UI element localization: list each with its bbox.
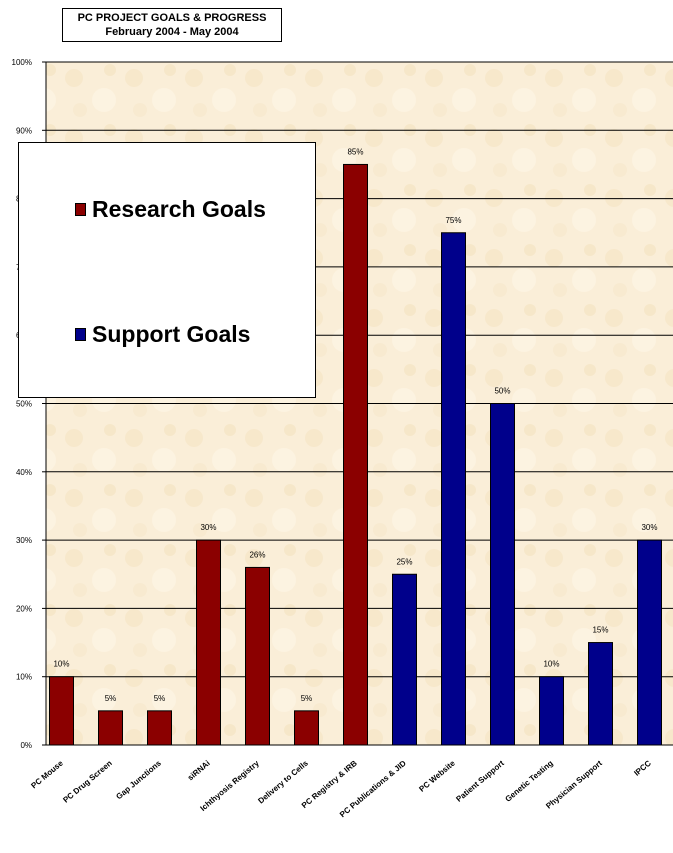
x-tick-label: siRNAi (186, 759, 212, 783)
bar (147, 710, 172, 746)
x-tick-label: IPCC (632, 759, 653, 778)
legend-item-support: Support Goals (75, 321, 250, 348)
bar-value-label: 30% (200, 523, 216, 532)
bar (441, 232, 466, 746)
bar (588, 642, 613, 746)
legend: Research Goals Support Goals (18, 142, 316, 398)
bar-value-label: 50% (494, 387, 510, 396)
y-tick-label: 30% (16, 536, 32, 545)
bar-value-label: 5% (154, 694, 166, 703)
bars (49, 163, 662, 746)
x-tick-label: PC Drug Screen (61, 759, 114, 805)
bar-value-label: 75% (445, 216, 461, 225)
y-tick-label: 10% (16, 673, 32, 682)
bar (196, 539, 221, 746)
y-tick-label: 50% (16, 400, 32, 409)
bar-value-label: 85% (347, 147, 363, 156)
x-tick-label: Patient Support (454, 758, 506, 803)
legend-label-support: Support Goals (92, 321, 251, 347)
bar-value-label: 10% (543, 660, 559, 669)
bar (49, 676, 74, 746)
bar (490, 403, 515, 746)
bar (392, 573, 417, 746)
y-tick-label: 40% (16, 468, 32, 477)
chart-subtitle: February 2004 - May 2004 (105, 26, 239, 38)
bar (539, 676, 564, 746)
bar (343, 163, 368, 746)
bar-value-label: 26% (249, 550, 265, 559)
legend-swatch-research (75, 203, 86, 216)
y-tick-label: 100% (12, 58, 32, 67)
chart-title: PC PROJECT GOALS & PROGRESS (77, 12, 267, 24)
bar-value-label: 15% (592, 626, 608, 635)
legend-item-research: Research Goals (75, 196, 266, 223)
legend-swatch-support (75, 328, 86, 341)
x-tick-label: Genetic Testing (503, 759, 554, 804)
y-tick-label: 90% (16, 126, 32, 135)
bar (637, 539, 662, 746)
bar-value-label: 25% (396, 557, 412, 566)
bar (98, 710, 123, 746)
bar-value-label: 5% (301, 694, 313, 703)
value-labels: 10% 5% 5% 30% 26% 5% 85% 25% 75% 50% 10% 15% 30% (53, 147, 657, 702)
x-tick-label: Delivery to Cells (256, 758, 310, 805)
bar (294, 710, 319, 746)
y-tick-label: 0% (20, 741, 32, 750)
bar-value-label: 30% (641, 523, 657, 532)
legend-label-research: Research Goals (92, 196, 266, 222)
chart-title-box: PC PROJECT GOALS & PROGRESS February 200… (62, 8, 282, 42)
bar-value-label: 5% (105, 694, 117, 703)
x-tick-label: Gap Junctions (114, 758, 163, 801)
bar (245, 566, 270, 746)
bar-value-label: 10% (53, 660, 69, 669)
y-tick-label: 20% (16, 604, 32, 613)
x-tick-label: PC Website (417, 758, 457, 793)
x-tick-label: PC Mouse (29, 758, 65, 790)
